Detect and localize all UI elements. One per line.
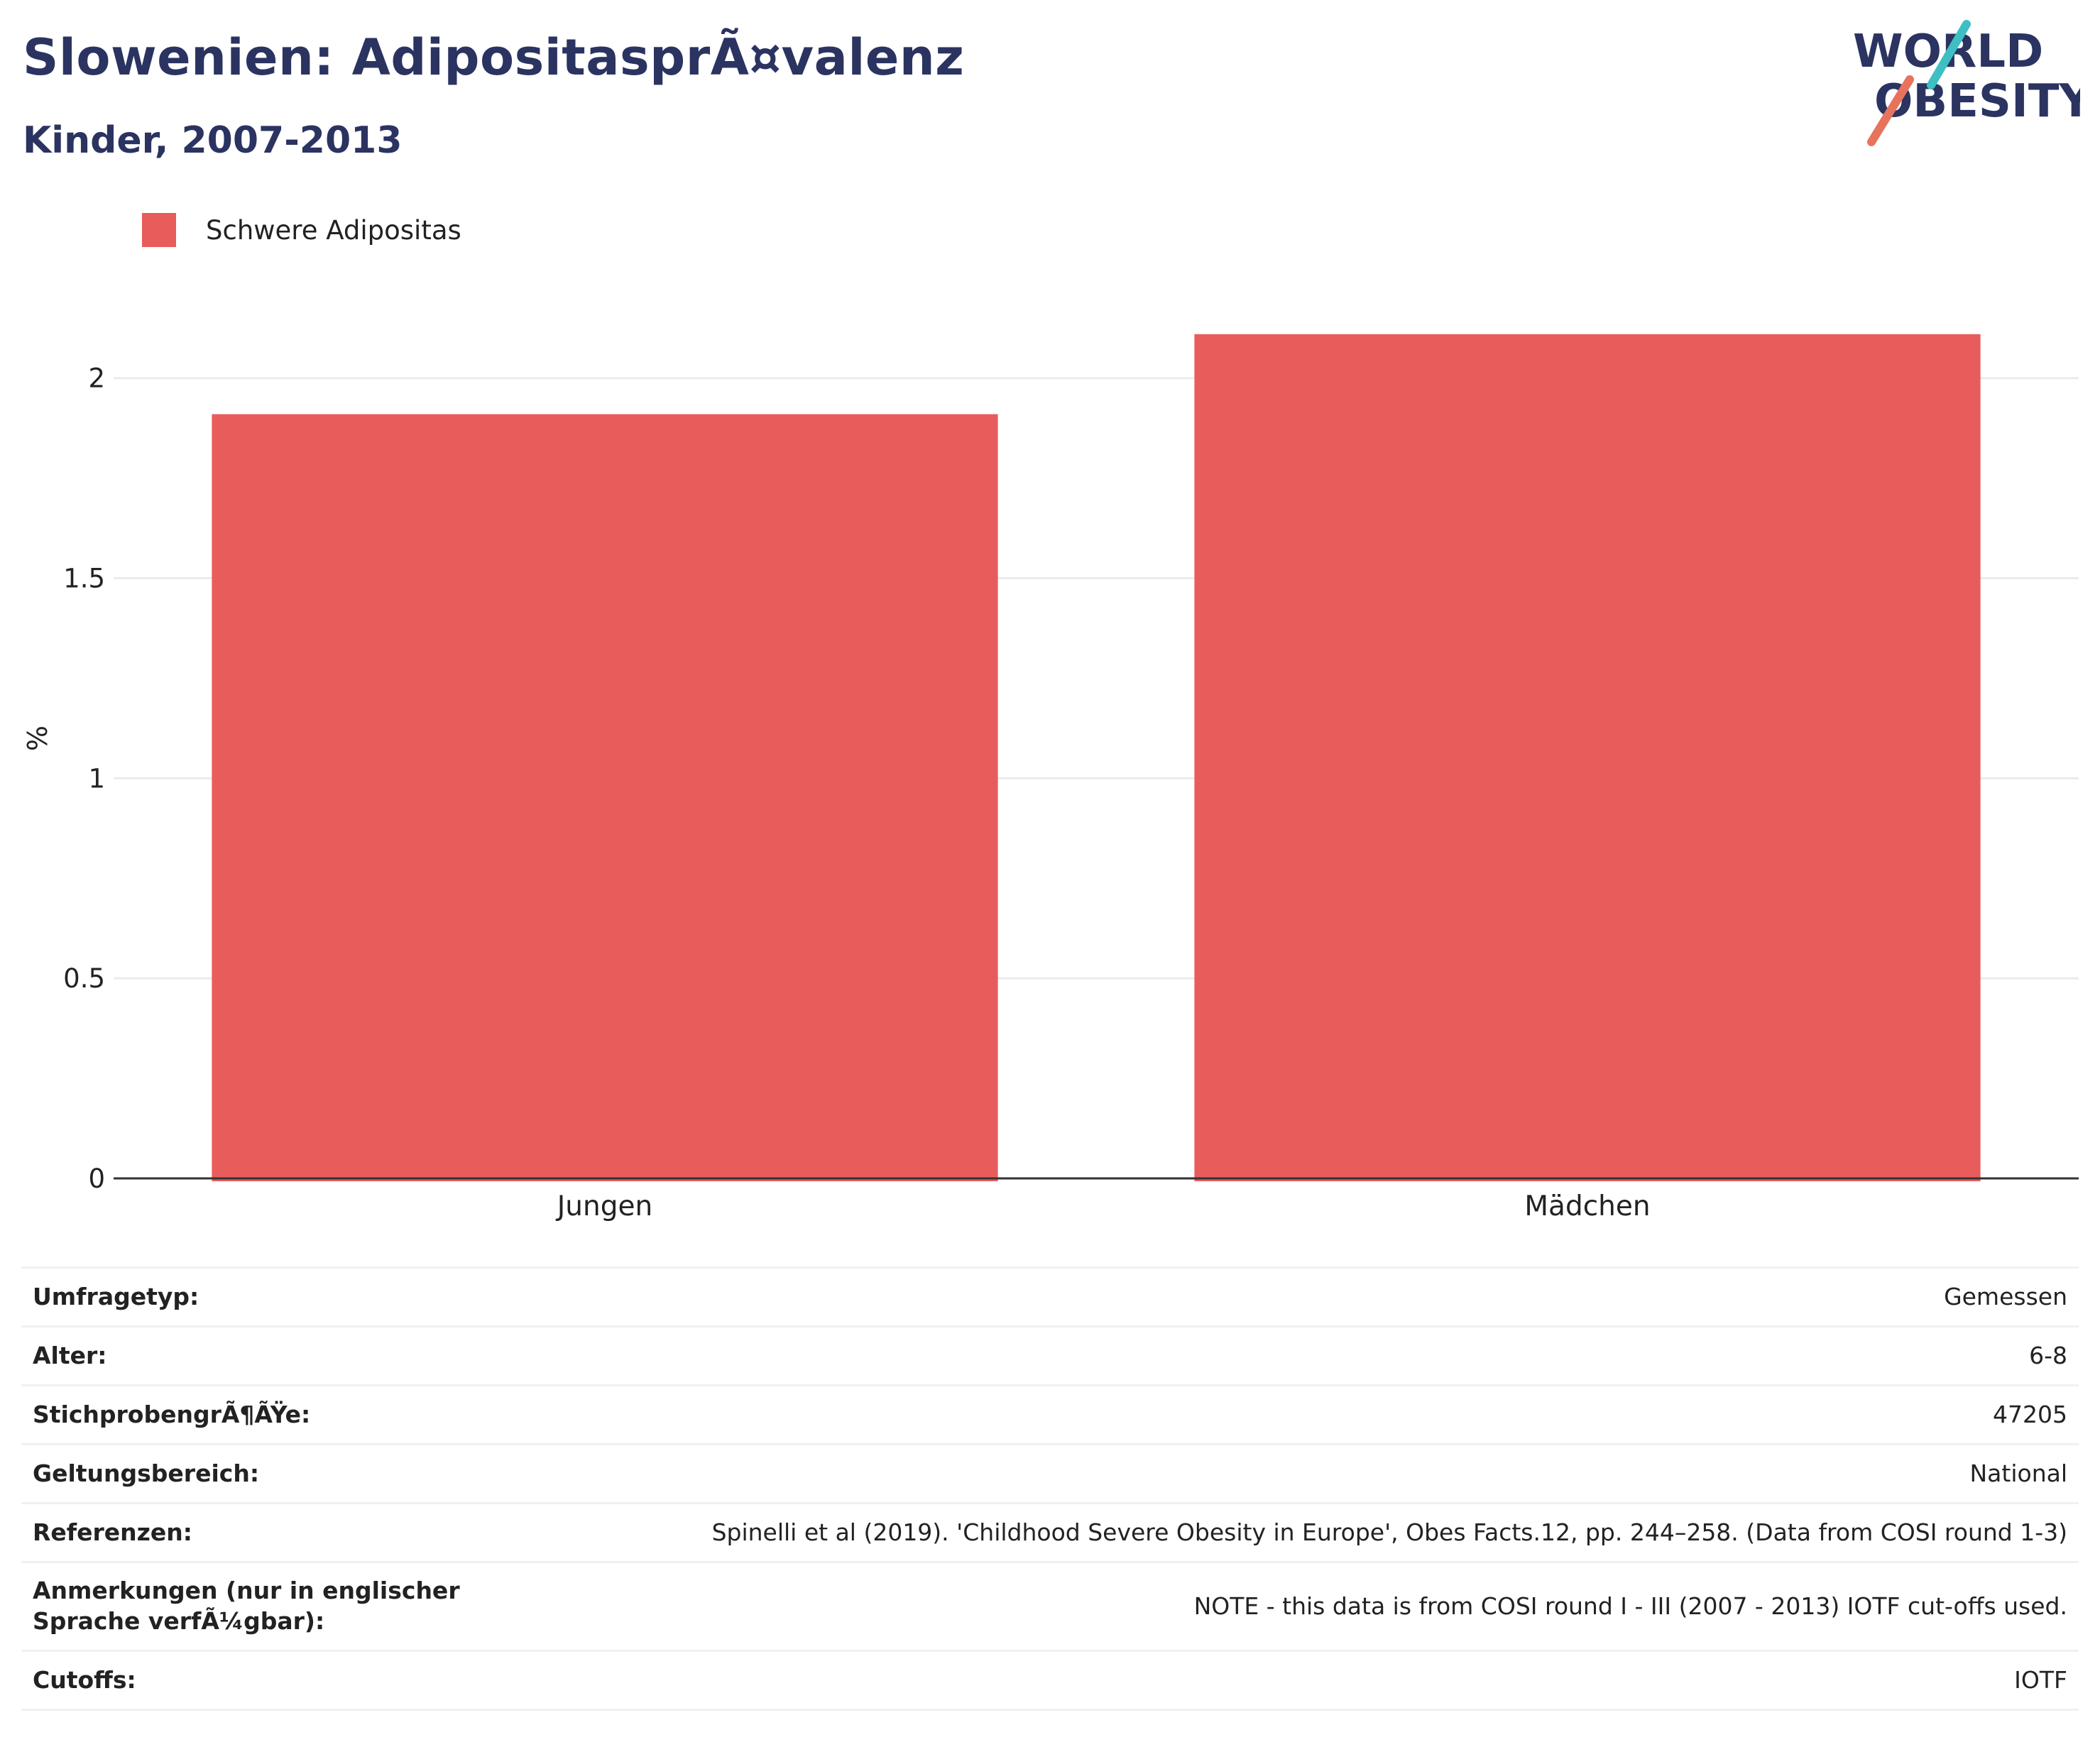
meta-value: Gemessen	[555, 1266, 2079, 1327]
meta-value: 6-8	[555, 1325, 2079, 1386]
meta-row-age: Alter: 6-8	[21, 1325, 2079, 1386]
y-tick-label: 2	[88, 363, 105, 394]
y-tick-label: 0.5	[63, 963, 105, 994]
bar-maedchen	[1194, 334, 1981, 1181]
meta-label: Umfragetyp:	[21, 1266, 555, 1327]
world-obesity-logo: WORLD OBESITY	[1853, 20, 2080, 146]
meta-value: IOTF	[555, 1650, 2079, 1711]
meta-row-notes: Anmerkungen (nur in englischer Sprache v…	[21, 1561, 2079, 1651]
meta-value: NOTE - this data is from COSI round I - …	[555, 1561, 2079, 1651]
bars	[212, 334, 1981, 1181]
y-tick-label: 1.5	[63, 564, 105, 594]
y-tick-labels: 0 0.5 1 1.5 2	[63, 363, 105, 1194]
meta-value: National	[555, 1443, 2079, 1504]
meta-value: Spinelli et al (2019). 'Childhood Severe…	[555, 1502, 2079, 1562]
legend-swatch	[142, 213, 176, 247]
chart-title: Slowenien: AdipositasprÃ¤valenz	[23, 28, 965, 87]
metadata-table: Umfragetyp: Gemessen Alter: 6-8 Stichpro…	[21, 1266, 2079, 1711]
y-tick-label: 0	[88, 1163, 105, 1194]
bar-jungen	[212, 414, 998, 1181]
y-tick-label: 1	[88, 763, 105, 794]
legend-label-schwere-adipositas: Schwere Adipositas	[206, 214, 461, 246]
meta-label: StichprobengrÃ¶ÃŸe:	[21, 1384, 555, 1445]
chart-subtitle: Kinder, 2007-2013	[23, 119, 403, 162]
logo-slash-coral	[1867, 75, 1914, 146]
y-axis-label: %	[22, 725, 53, 751]
meta-label: Referenzen:	[21, 1502, 555, 1562]
meta-row-sample-size: StichprobengrÃ¶ÃŸe: 47205	[21, 1384, 2079, 1445]
meta-row-cutoffs: Cutoffs: IOTF	[21, 1650, 2079, 1711]
x-tick-label: Mädchen	[1524, 1190, 1650, 1222]
meta-row-coverage: Geltungsbereich: National	[21, 1443, 2079, 1504]
meta-value: 47205	[555, 1384, 2079, 1445]
x-tick-labels: Jungen Mädchen	[555, 1190, 1651, 1222]
meta-label: Cutoffs:	[21, 1650, 555, 1711]
meta-label: Alter:	[21, 1325, 555, 1386]
x-tick-label: Jungen	[555, 1190, 652, 1222]
chart-legend[interactable]: Schwere Adipositas	[142, 210, 461, 250]
meta-row-references: Referenzen: Spinelli et al (2019). 'Chil…	[21, 1502, 2079, 1562]
meta-label: Anmerkungen (nur in englischer Sprache v…	[21, 1561, 555, 1651]
meta-row-survey-type: Umfragetyp: Gemessen	[21, 1266, 2079, 1327]
meta-label: Geltungsbereich:	[21, 1443, 555, 1504]
bar-chart: 0 0.5 1 1.5 2 Jungen Mädchen %	[22, 334, 2079, 1222]
logo-slash-teal	[1927, 20, 1971, 89]
